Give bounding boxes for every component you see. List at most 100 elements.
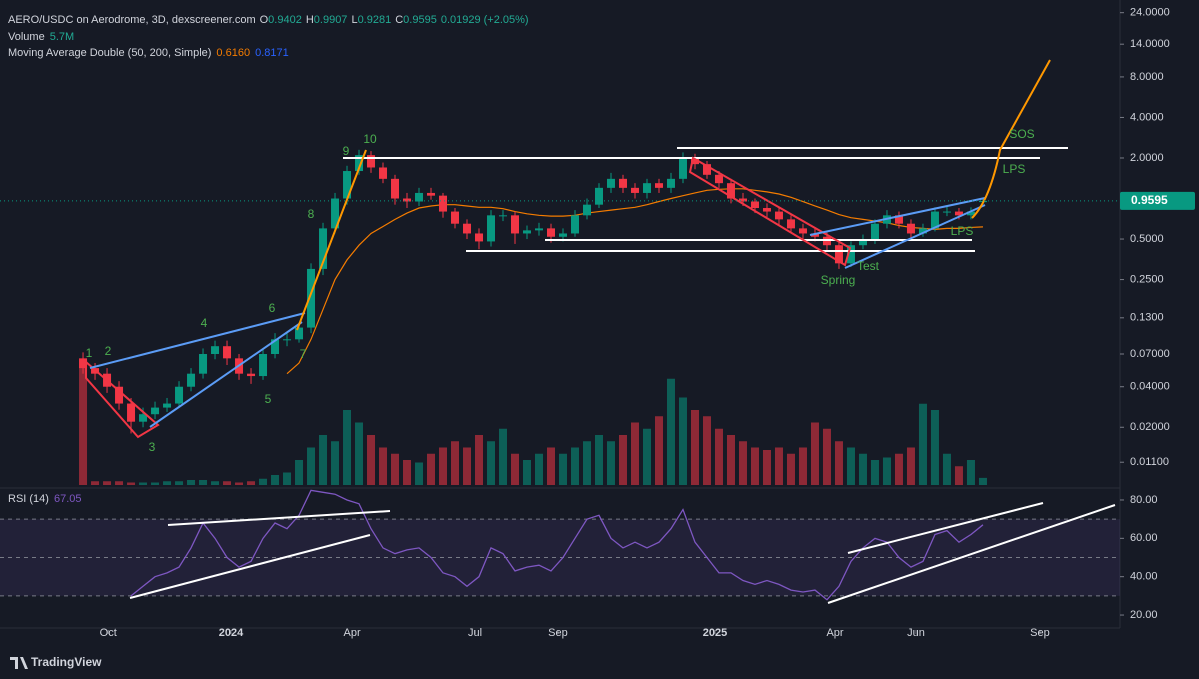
rsi-trendline [129,534,371,599]
ma-value: 0.8171 [255,47,289,59]
volume-bar [331,441,340,485]
candle-body [750,201,759,209]
volume-bar [523,460,532,485]
volume-bar [103,481,112,485]
candle-body [630,187,639,193]
volume-bar [199,480,208,485]
volume-bar [834,441,843,485]
volume-bar [487,441,496,485]
y-tick-label: 80.00 [1130,494,1158,506]
candle-body [283,339,292,341]
volume-bar [726,435,735,485]
last-price-box [1120,191,1195,210]
candle-body [834,245,843,264]
x-tick-label: 2025 [703,627,727,639]
annotation: Test [857,259,880,273]
ma-value: 0.6160 [216,47,250,59]
candle-body [367,155,376,168]
volume-bar [618,435,627,485]
symbol: AERO/USDC on Aerodrome, 3D, dexscreener.… [8,14,256,26]
wedge [149,321,303,428]
volume-bar [762,450,771,485]
y-tick-label: 24.0000 [1130,7,1170,19]
price-axis: 24.0000 14.0000 8.0000 4.0000 2.0000 0.5000 0.… [100,7,1170,639]
volume-bar [870,460,879,485]
volume-bar [714,428,723,485]
volume-bar [846,447,855,485]
candle-body [702,164,711,175]
candle-body [930,211,939,229]
candle-body [894,215,903,224]
rsi-trendline [827,504,1116,604]
candle-body [127,403,136,422]
volume-bar [858,453,867,485]
volume-bar [535,453,544,485]
volume-bar [211,481,220,485]
volume-bar [547,447,556,485]
volume-name: Volume [8,31,45,43]
volume-bar [690,410,699,485]
candle-body [618,178,627,188]
annotation: 7 [300,347,307,361]
volume-bar [918,403,927,485]
candle-body [415,192,424,202]
channel [85,359,160,439]
candle-body [762,208,771,212]
candle-body [738,198,747,202]
candle-body [355,155,364,172]
candle-body [391,178,400,199]
annotation: 9 [343,144,350,158]
volume-bar [403,460,412,485]
candle-body [523,230,532,234]
annotation: 2 [105,344,112,358]
volume-bar [738,441,747,485]
candle-body [343,171,352,199]
volume-bar [451,441,460,485]
candle-body [582,204,591,216]
volume-bar [906,447,915,485]
y-tick-label: 0.01100 [1130,456,1169,468]
candle-body [535,228,544,231]
candle-body [954,211,963,216]
volume-bar [798,447,807,485]
candle-body [439,195,448,212]
rsi-line [130,489,984,601]
x-tick-label: Apr [826,627,843,639]
candle-body [726,183,735,199]
y-tick-label: 0.2500 [1130,273,1164,285]
candle-body [654,183,663,188]
candle-body [690,157,699,165]
projection [971,59,1051,219]
ma-legend: Moving Average Double (50, 200, Simple) 0… [8,47,289,59]
annotation: LPS [1003,162,1026,176]
x-tick-label: Jul [468,627,482,639]
drawings [85,59,1116,604]
title: AERO/USDC on Aerodrome, 3D, dexscreener.… [8,14,529,26]
x-tick-label: Sep [1030,627,1050,639]
candle-body [211,346,220,355]
candle-body [187,373,196,387]
volume-bar [391,453,400,485]
ohlc-letter: C [395,14,403,26]
y-tick-label: 60.00 [1130,532,1158,544]
candle-body [918,228,927,234]
volume-bar [223,481,232,485]
annotation: 6 [269,301,276,315]
change: 0.01929 (+2.05%) [441,14,529,26]
volume-bar [295,460,304,485]
volume [79,360,987,485]
y-tick-label: 40.00 [1130,571,1158,583]
ohlc-letter: O [260,14,269,26]
x-tick-label: Sep [548,627,568,639]
header: AERO/USDC on Aerodrome, 3D, dexscreener.… [8,14,529,505]
volume-bar [259,478,268,485]
volume-bar [163,481,172,485]
annotation: 8 [308,207,315,221]
y-tick-label: 2.0000 [1130,152,1164,164]
candle-body [511,215,520,234]
volume-bar [283,472,292,485]
candle-body [427,192,436,196]
trendline [296,149,367,331]
candle-body [594,187,603,205]
x-tick-label: 2024 [219,627,244,639]
